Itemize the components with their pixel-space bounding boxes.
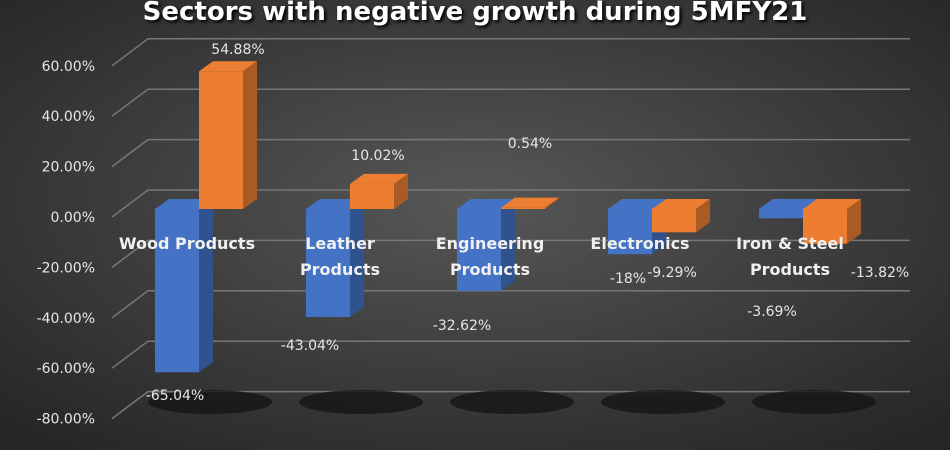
bar-front: [457, 209, 501, 291]
bar-series1: [155, 199, 213, 373]
bar-front: [306, 209, 350, 318]
y-tick-label: -60.00%: [37, 361, 95, 377]
gridline: [111, 290, 910, 319]
y-tick-label: -40.00%: [37, 311, 95, 327]
category-label: Products: [450, 260, 530, 279]
data-label-series2: -13.82%: [851, 265, 909, 281]
bar-side: [545, 197, 559, 209]
bar-front: [759, 209, 803, 219]
bar-top: [501, 197, 559, 208]
gridline: [111, 189, 910, 218]
bar-front: [652, 209, 696, 233]
bar-series1: [457, 199, 515, 291]
bar-top: [608, 199, 666, 209]
bar-front: [608, 209, 652, 255]
category-label: Iron & Steel: [736, 234, 844, 253]
data-label-series1: -18%: [610, 271, 646, 287]
bar-series2: [652, 199, 710, 233]
bar-top: [350, 173, 408, 184]
data-label-series2: 0.54%: [508, 136, 552, 152]
gridline: [111, 38, 910, 67]
bar-shadow: [299, 390, 423, 414]
bar-shadow: [601, 390, 725, 414]
category-label: Electronics: [590, 234, 689, 253]
y-tick-label: 20.00%: [42, 160, 95, 176]
bar-top: [306, 199, 364, 209]
data-label-series1: -65.04%: [146, 388, 204, 404]
gridline: [111, 340, 910, 369]
data-label-series1: -3.69%: [747, 304, 797, 320]
bar-side: [696, 199, 710, 233]
category-label: Wood Products: [119, 234, 255, 253]
y-tick-label: 40.00%: [42, 109, 95, 125]
data-label-series1: -32.62%: [433, 318, 491, 334]
bar-shadow: [752, 390, 876, 414]
category-label: Products: [300, 260, 380, 279]
y-tick-label: -20.00%: [37, 260, 95, 276]
bar-shadow: [450, 390, 574, 414]
category-label: Engineering: [436, 234, 545, 253]
y-tick-label: 60.00%: [42, 59, 95, 75]
y-tick-label: 0.00%: [51, 210, 95, 226]
bar-top: [652, 199, 710, 209]
bar-top: [803, 199, 861, 209]
bar-side: [350, 199, 364, 318]
bar-shadow: [148, 390, 272, 414]
gridline: [111, 138, 910, 168]
category-label: Leather: [305, 234, 375, 253]
bar-side: [243, 61, 257, 209]
bar-series2: [350, 173, 408, 209]
bar-front: [350, 183, 394, 209]
bar-side: [199, 199, 213, 373]
bar-series2: [803, 199, 861, 244]
bar-top: [155, 199, 213, 209]
bar-top: [199, 61, 257, 72]
bar-side: [394, 173, 408, 209]
bar-front: [155, 209, 199, 373]
category-label: Products: [750, 260, 830, 279]
chart-title: Sectors with negative growth during 5MFY…: [142, 0, 808, 27]
data-label-series2: 54.88%: [211, 42, 264, 58]
bar-series2: [199, 61, 257, 210]
data-label-series1: -43.04%: [281, 338, 339, 354]
bar-series1: [306, 199, 364, 318]
bar-front: [803, 209, 847, 244]
y-tick-label: -80.00%: [37, 412, 95, 428]
bar-side: [501, 199, 515, 291]
data-label-series2: 10.02%: [351, 148, 404, 164]
data-label-series2: -9.29%: [647, 265, 697, 281]
bar-top: [457, 199, 515, 209]
bar-top: [759, 199, 817, 209]
gridline: [111, 88, 910, 117]
bar-front: [199, 71, 243, 210]
bar-side: [847, 199, 861, 244]
bar-series2: [501, 197, 559, 209]
bar-front: [501, 207, 545, 209]
